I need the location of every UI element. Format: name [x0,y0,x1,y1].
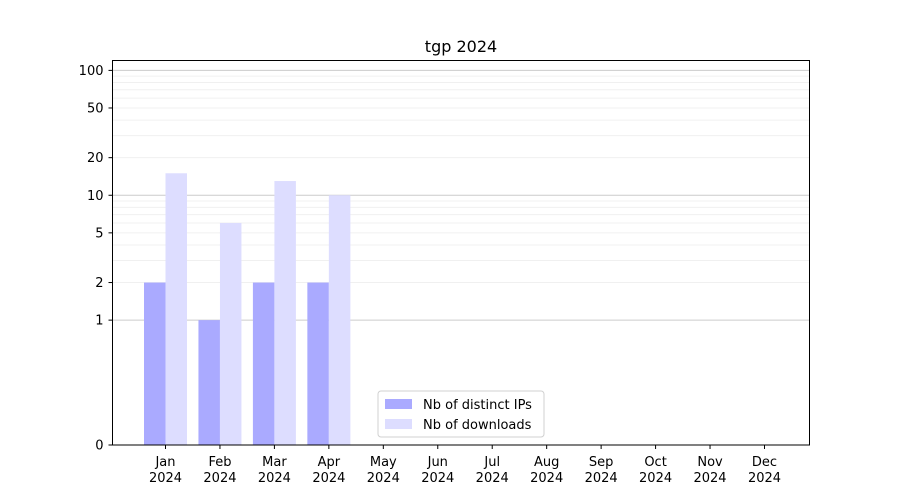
x-tick-label: Dec 2024 [748,455,781,486]
bar-distinct-ips-1 [144,282,166,445]
x-tick-label: Jun 2024 [421,455,454,486]
legend-label: Nb of downloads [423,418,532,433]
grid-layer [112,69,810,321]
bar-downloads-3 [274,181,296,445]
x-tick-label: Jan 2024 [149,455,182,486]
y-tick-label: 100 [79,64,104,79]
y-tick-label: 0 [95,439,103,454]
bar-downloads-2 [219,222,242,445]
y-tick-label: 10 [87,189,104,204]
y-tick-label: 5 [95,226,103,241]
x-tick-label: Jul 2024 [476,455,509,486]
x-tick-label: Apr 2024 [312,455,345,486]
x-tick-label: Feb 2024 [203,455,236,486]
y-tick-label: 2 [95,276,103,291]
x-tick-label: Aug 2024 [530,455,563,486]
chart-title: tgp 2024 [425,37,497,56]
bar-distinct-ips-4 [307,282,329,445]
y-tick-label: 50 [87,101,104,116]
bar-distinct-ips-3 [252,282,275,445]
bars-layer [144,173,351,445]
bar-distinct-ips-2 [198,320,220,445]
y-tick-label: 20 [87,151,104,166]
legend-box [377,390,545,438]
x-tick-label: May 2024 [367,455,400,486]
legend-swatch [385,419,412,429]
bar-downloads-1 [165,173,187,445]
y-tick-label: 1 [95,314,103,329]
x-tick-label: Mar 2024 [258,455,291,486]
axis-layer: 0 1 2 5 10 20 50 100 Jan 2024 Feb 2024 Mar 2024 Apr 202… [79,64,781,486]
legend: Nb of distinct IPs Nb of downloads [377,390,545,438]
x-tick-label: Oct 2024 [639,455,672,486]
legend-label: Nb of distinct IPs [423,398,532,413]
x-tick-label: Nov 2024 [693,455,726,486]
plot-frame [112,60,810,446]
legend-swatch [385,399,412,409]
bar-downloads-4 [328,195,351,445]
x-tick-label: Sep 2024 [585,455,618,486]
